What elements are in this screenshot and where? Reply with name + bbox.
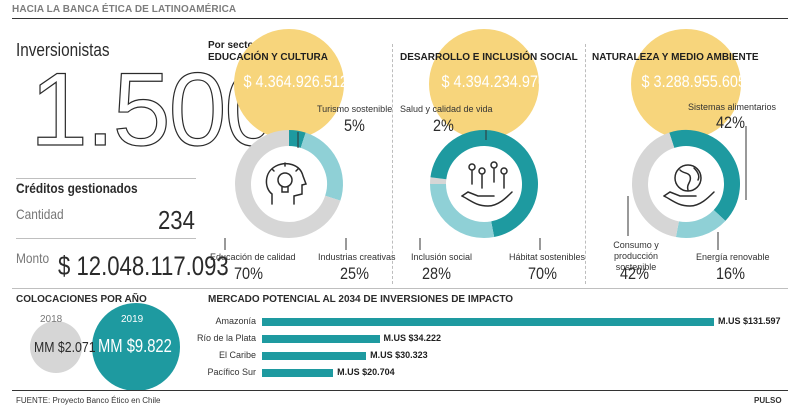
- slice-pct: 25%: [340, 264, 369, 283]
- bar-value-label: M.US $131.597: [718, 316, 781, 326]
- footer-brand: PULSO: [754, 396, 782, 405]
- amount-label: Monto: [16, 250, 50, 266]
- slice-label: Hábitat sostenibles: [509, 252, 586, 262]
- slice-pct: 42%: [620, 264, 649, 283]
- bubble-2019: [92, 303, 180, 391]
- page-header-title: HACIA LA BANCA ÉTICA DE LATINOAMÉRICA: [12, 4, 237, 15]
- bubble-2018: [30, 321, 82, 373]
- bar-category-label: El Caribe: [218, 350, 256, 360]
- sector-title-social: DESARROLLO E INCLUSIÓN SOCIAL: [400, 52, 578, 63]
- mercado-title: MERCADO POTENCIAL AL 2034 DE INVERSIONES…: [208, 294, 514, 305]
- colocaciones-title: COLOCACIONES POR AÑO: [16, 294, 147, 305]
- divider: [16, 178, 196, 179]
- donut-slice: [430, 130, 538, 238]
- slice-pct: 28%: [422, 264, 451, 283]
- quantity-label: Cantidad: [16, 206, 64, 222]
- value-2018: MM $2.071: [34, 339, 96, 356]
- slice-pct: 2%: [433, 116, 454, 135]
- divider: [12, 288, 788, 289]
- slice-pct: 42%: [716, 113, 745, 132]
- donut-slice: [632, 132, 680, 238]
- bar: [262, 369, 334, 377]
- bar: [262, 352, 367, 360]
- slice-pct: 70%: [234, 264, 263, 283]
- donut-slice: [300, 132, 343, 201]
- header-rule: [12, 18, 788, 19]
- amount-gold-circle: [234, 29, 344, 139]
- donut-slice: [669, 130, 740, 221]
- globe-in-hand-icon: [663, 164, 715, 207]
- sector-amount: $ 3.288.955.605: [641, 72, 746, 91]
- amount-gold-circle: [429, 29, 539, 139]
- bar-category-label: Amazonía: [215, 316, 256, 326]
- year-2019: 2019: [121, 314, 144, 325]
- credits-title: Créditos gestionados: [16, 180, 138, 196]
- slice-label: Turismo sostenible: [317, 104, 393, 114]
- slice-label: Salud y calidad de vida: [400, 104, 493, 114]
- year-2018: 2018: [40, 314, 63, 325]
- sector-amount: $ 4.364.926.512: [243, 72, 348, 91]
- divider: [16, 238, 196, 239]
- slice-pct: 16%: [716, 264, 745, 283]
- slice-pct: 5%: [344, 116, 365, 135]
- slice-pct: 70%: [528, 264, 557, 283]
- slice-label: Educación de calidad: [210, 252, 296, 262]
- slice-label: Energía renovable: [696, 252, 770, 262]
- bar-category-label: Pacífico Sur: [207, 367, 256, 377]
- investors-title: Inversionistas: [16, 40, 110, 60]
- by-sector-label: Por sector: [208, 40, 258, 51]
- bar-value-label: M.US $30.323: [370, 350, 428, 360]
- amount-value: $ 12.048.117.093: [58, 251, 229, 281]
- bar-value-label: M.US $20.704: [337, 367, 395, 377]
- head-lightbulb-icon: [265, 162, 307, 205]
- footer-source: FUENTE: Proyecto Banco Ético en Chile: [16, 396, 161, 405]
- sector-title-nature: NATURALEZA Y MEDIO AMBIENTE: [592, 52, 759, 63]
- bar-value-label: M.US $34.222: [383, 333, 442, 343]
- footer-rule: [12, 390, 788, 391]
- people-in-hand-icon: [461, 161, 513, 207]
- donut-slice: [675, 209, 726, 238]
- bar: [262, 335, 380, 343]
- sector-divider: [585, 44, 586, 284]
- quantity-value: 234: [158, 205, 195, 235]
- slice-label: Industrias creativas: [318, 252, 396, 262]
- bar-category-label: Río de la Plata: [196, 333, 256, 343]
- value-2019: MM $9.822: [98, 336, 172, 356]
- donut-slice: [235, 130, 341, 238]
- sector-divider: [392, 44, 393, 284]
- slice-label: Consumo y producción sostenible: [613, 240, 659, 272]
- sector-amount: $ 4.394.234.976: [441, 72, 546, 91]
- amount-gold-circle: [631, 29, 741, 139]
- slice-label: Inclusión social: [411, 252, 473, 262]
- donut-slice: [288, 130, 306, 148]
- donut-slice: [430, 183, 495, 238]
- bar: [262, 318, 714, 326]
- sector-title-education: EDUCACIÓN Y CULTURA: [208, 52, 329, 63]
- slice-label: Sistemas alimentarios: [688, 102, 777, 112]
